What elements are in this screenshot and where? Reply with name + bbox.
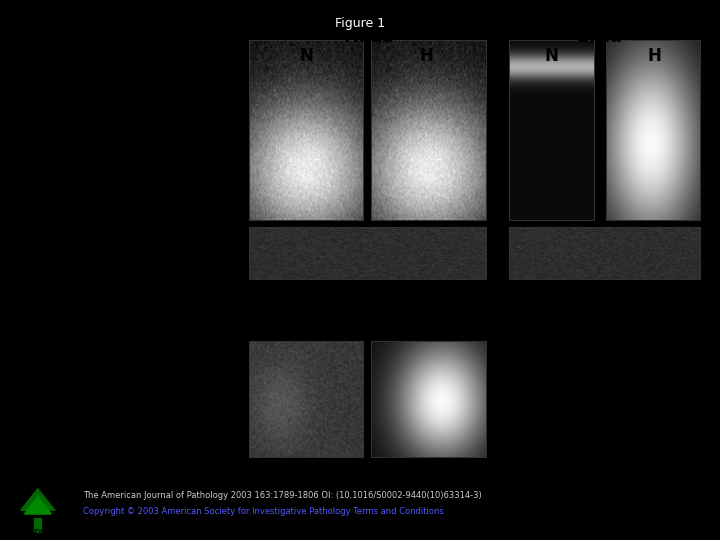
Text: U251: U251 <box>404 309 452 327</box>
Text: H: H <box>647 46 661 65</box>
Text: N: N <box>545 46 559 65</box>
Text: ELSEVIER: ELSEVIER <box>23 529 53 534</box>
Text: Epo: Epo <box>184 389 218 407</box>
Polygon shape <box>21 489 55 510</box>
Text: HeLa: HeLa <box>343 29 394 46</box>
Bar <box>34 518 42 532</box>
Text: N: N <box>300 46 313 65</box>
Text: B: B <box>133 300 155 328</box>
Text: Copyright © 2003 American Society for Investigative Pathology Terms and Conditio: Copyright © 2003 American Society for In… <box>83 507 444 516</box>
Text: A: A <box>133 33 155 61</box>
Text: The American Journal of Pathology 2003 163:1789-1806 OI: (10.1016/S0002-9440(10): The American Journal of Pathology 2003 1… <box>83 491 482 501</box>
Text: SiHa: SiHa <box>577 29 623 46</box>
Polygon shape <box>24 497 51 514</box>
Text: Figure 1: Figure 1 <box>335 17 385 30</box>
Text: EpoR: EpoR <box>184 129 231 147</box>
Text: Epo: Epo <box>184 245 218 264</box>
Text: H: H <box>420 46 434 65</box>
Text: Hep3B: Hep3B <box>276 309 337 327</box>
